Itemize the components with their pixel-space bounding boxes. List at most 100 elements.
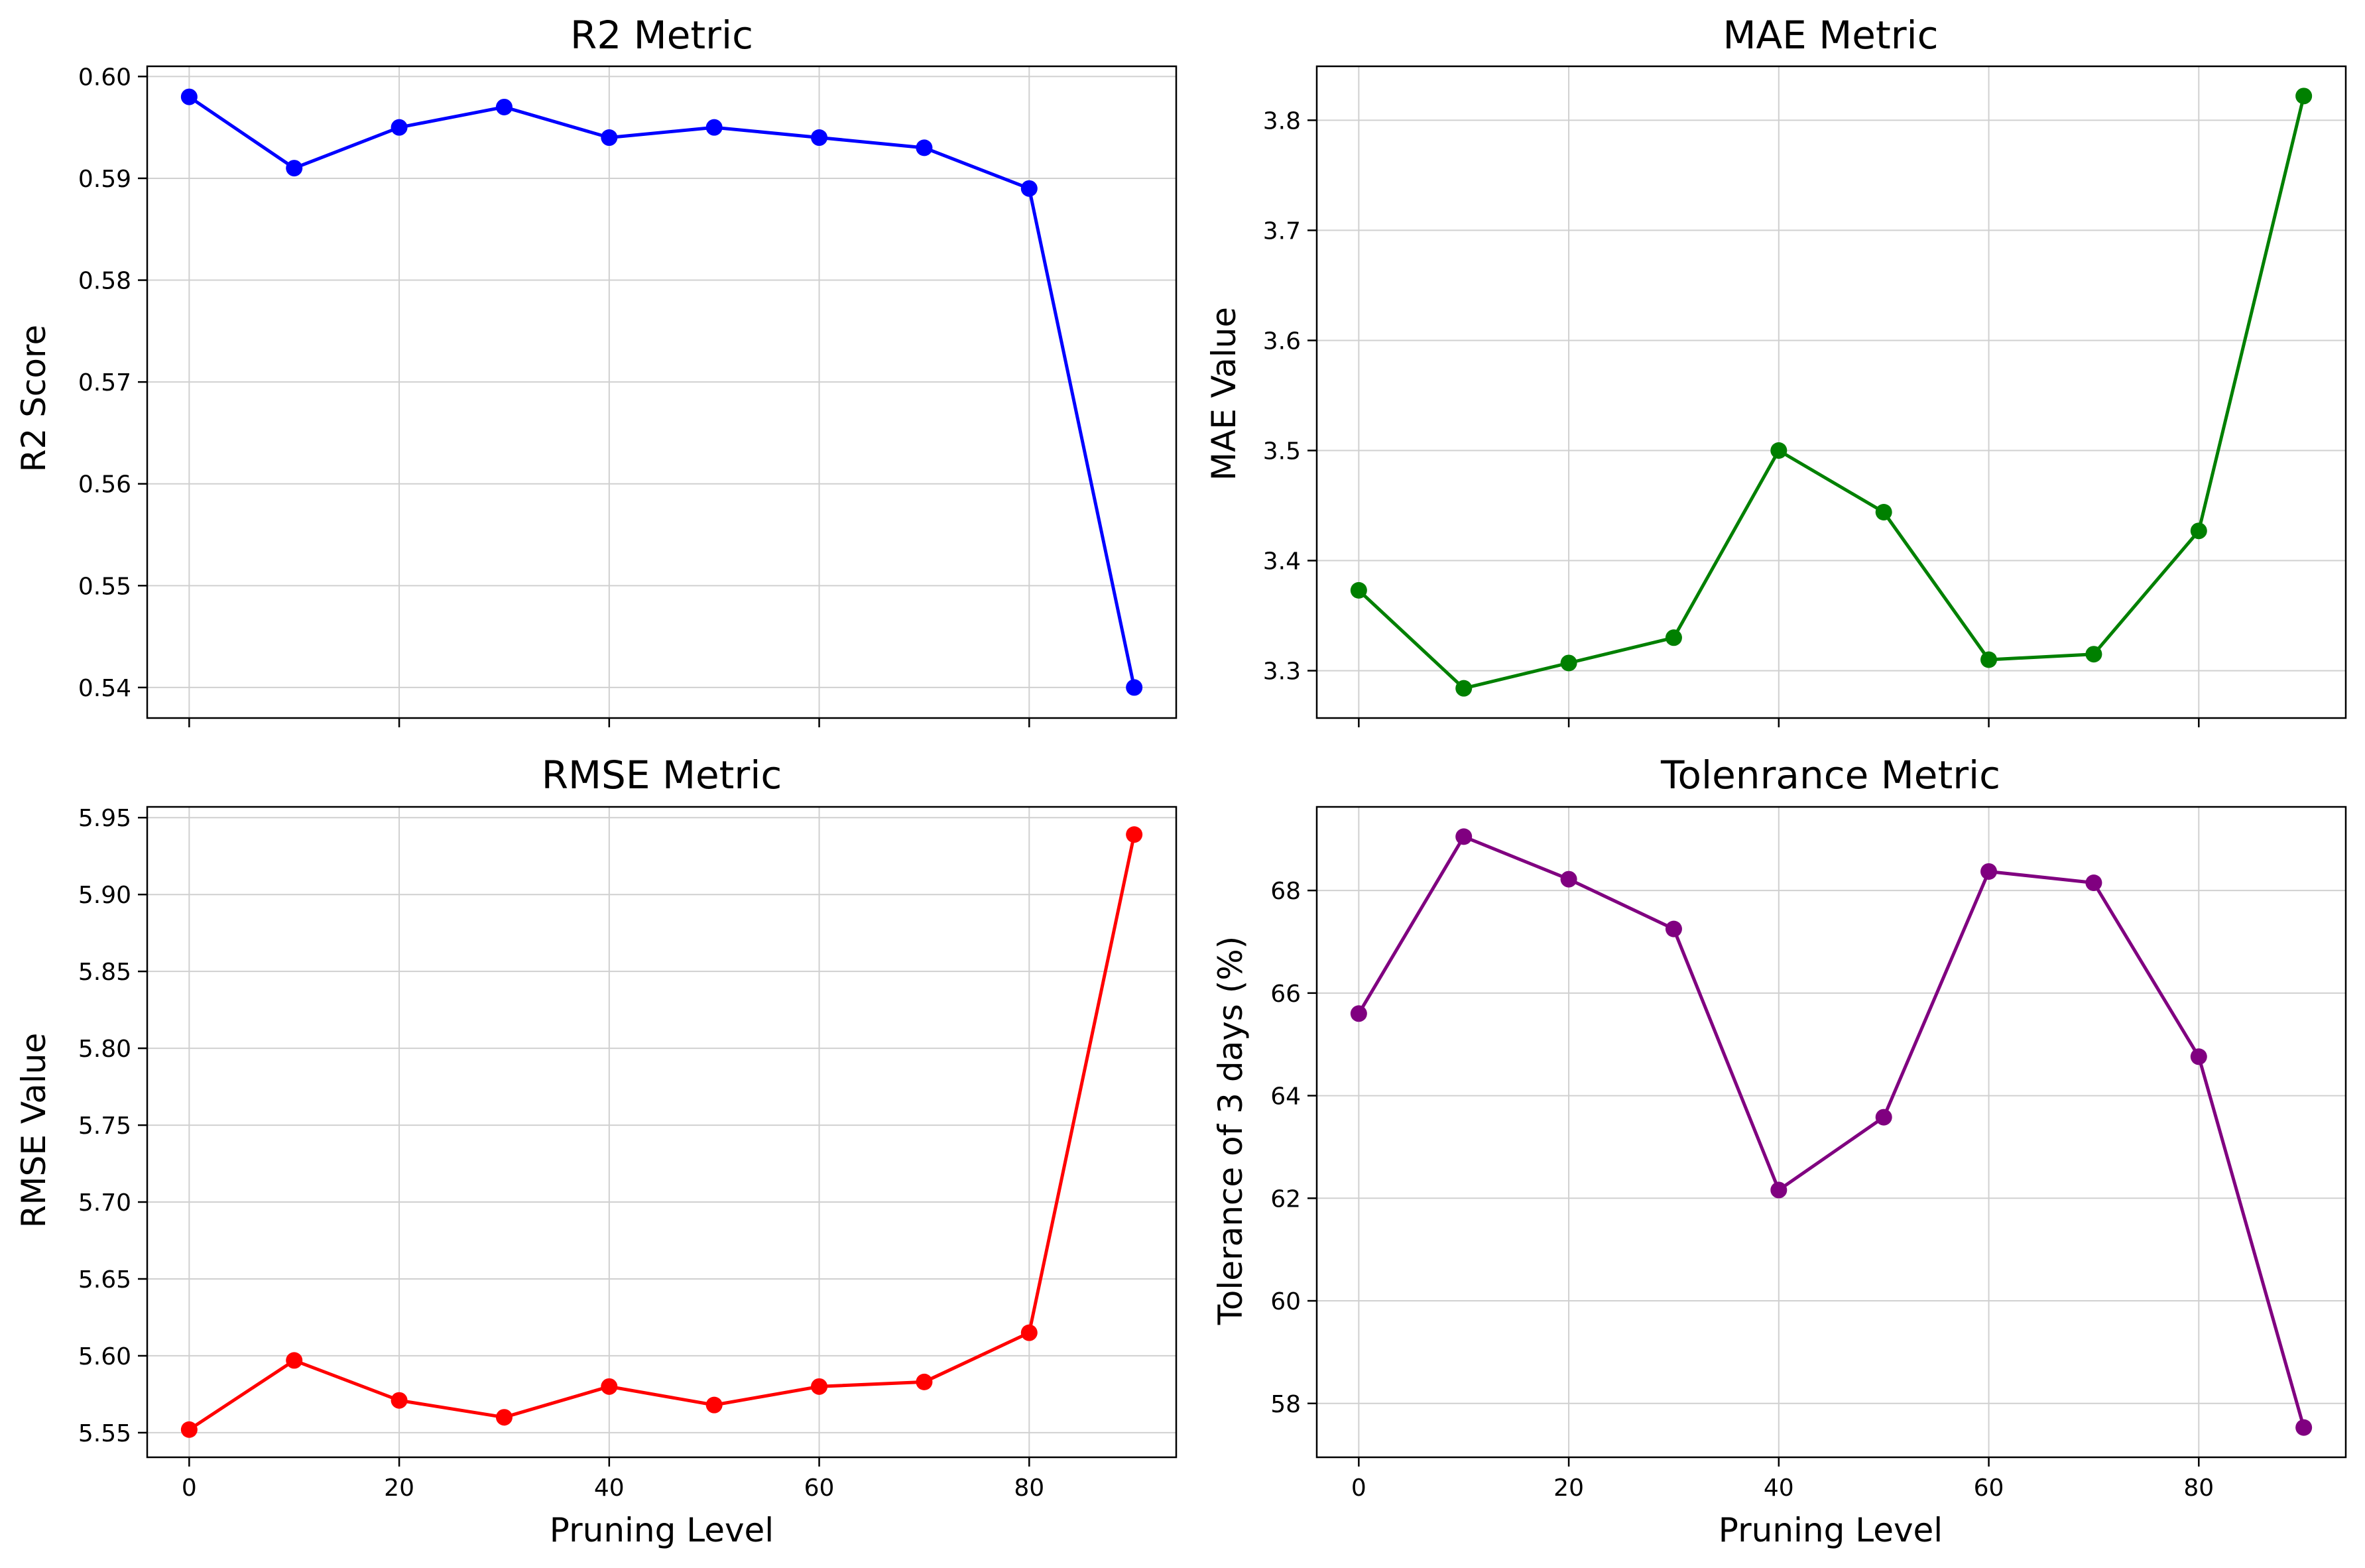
r2-ytick-label-6: 0.60 xyxy=(78,64,131,91)
mae-point-5 xyxy=(1875,503,1892,520)
mae-ytick-label-3: 3.6 xyxy=(1263,328,1301,355)
mae-point-3 xyxy=(1665,629,1682,646)
tolerance-axes-frame xyxy=(1315,806,2347,1459)
r2-title: R2 Metric xyxy=(570,13,753,58)
rmse-ytick-label-4: 5.75 xyxy=(78,1113,131,1140)
tolerance-xtick-label-0: 0 xyxy=(1351,1475,1366,1502)
rmse-point-1 xyxy=(286,1352,303,1369)
r2-point-4 xyxy=(601,129,618,147)
tolerance-ytick-label-2: 62 xyxy=(1270,1185,1301,1213)
mae-ytick-label-1: 3.4 xyxy=(1263,548,1301,575)
tolerance-point-6 xyxy=(1980,863,1998,880)
r2-point-8 xyxy=(1020,180,1038,197)
rmse-point-7 xyxy=(916,1373,933,1390)
r2-point-9 xyxy=(1126,679,1143,696)
tolerance-point-8 xyxy=(2190,1048,2207,1065)
rmse-xlabel: Pruning Level xyxy=(550,1511,774,1549)
tolerance-point-5 xyxy=(1875,1109,1892,1126)
mae-ytick-label-5: 3.8 xyxy=(1263,107,1301,135)
r2-series-line xyxy=(188,95,1136,688)
tolerance-ylabel: Tolerance of 3 days (%) xyxy=(1211,936,1250,1326)
tolerance-point-9 xyxy=(2295,1419,2313,1436)
mae-point-4 xyxy=(1770,442,1788,459)
mae-point-2 xyxy=(1560,654,1577,672)
r2-point-0 xyxy=(180,88,198,105)
r2-ylabel: R2 Score xyxy=(15,325,53,473)
r2-ytick-label-5: 0.59 xyxy=(78,166,131,193)
tolerance-xtick-label-4: 80 xyxy=(2183,1475,2214,1502)
rmse-point-0 xyxy=(180,1421,198,1438)
tolerance-xlabel: Pruning Level xyxy=(1719,1511,1943,1549)
r2-point-5 xyxy=(705,119,723,136)
rmse-xtick-label-1: 20 xyxy=(384,1475,414,1502)
rmse-ytick-label-6: 5.85 xyxy=(78,959,131,986)
mae-axes-frame xyxy=(1315,65,2347,719)
rmse-ytick-label-5: 5.80 xyxy=(78,1036,131,1063)
rmse-point-8 xyxy=(1020,1324,1038,1341)
rmse-ylabel: RMSE Value xyxy=(15,1033,53,1228)
r2-axes-frame xyxy=(146,65,1178,719)
rmse-axes-frame xyxy=(146,806,1178,1459)
rmse-panel: RMSE Metric RMSE Value Pruning Level 0 20… xyxy=(15,753,1178,1549)
rmse-series-line xyxy=(188,834,1136,1431)
tolerance-point-3 xyxy=(1665,920,1682,937)
mae-ytick-label-4: 3.7 xyxy=(1263,217,1301,245)
tolerance-point-0 xyxy=(1350,1005,1367,1022)
tolerance-xtick-label-2: 40 xyxy=(1764,1475,1794,1502)
tolerance-title: Tolenrance Metric xyxy=(1660,753,2000,798)
rmse-xtick-label-4: 80 xyxy=(1014,1475,1044,1502)
tolerance-xtick-label-1: 20 xyxy=(1553,1475,1584,1502)
tolerance-ytick-label-1: 60 xyxy=(1270,1288,1301,1315)
mae-panel: MAE Metric MAE Value 3.3 3.4 3.5 3.6 3.7 3.8 xyxy=(1205,13,2347,727)
r2-ytick-label-1: 0.55 xyxy=(78,573,131,600)
rmse-point-5 xyxy=(705,1396,723,1414)
mae-ylabel: MAE Value xyxy=(1205,307,1243,481)
tolerance-point-1 xyxy=(1455,828,1473,845)
rmse-point-9 xyxy=(1126,826,1143,843)
rmse-title: RMSE Metric xyxy=(542,753,782,798)
tolerance-ytick-label-5: 68 xyxy=(1270,878,1301,905)
mae-point-9 xyxy=(2295,88,2313,105)
mae-point-1 xyxy=(1455,680,1473,697)
tolerance-xtick-label-3: 60 xyxy=(1974,1475,2004,1502)
r2-ytick-label-3: 0.57 xyxy=(78,369,131,396)
mae-ytick-label-0: 3.3 xyxy=(1263,658,1301,686)
tolerance-series-line xyxy=(1357,835,2306,1428)
r2-point-2 xyxy=(391,119,408,136)
r2-point-1 xyxy=(286,160,303,177)
r2-panel: R2 Metric R2 Score 0.54 0.55 0.56 0.57 0.58 0… xyxy=(15,13,1178,727)
tolerance-ytick-label-4: 66 xyxy=(1270,981,1301,1008)
tolerance-point-2 xyxy=(1560,871,1577,888)
r2-point-3 xyxy=(495,98,513,115)
r2-ytick-label-0: 0.54 xyxy=(78,675,131,702)
mae-point-8 xyxy=(2190,522,2207,540)
tolerance-point-4 xyxy=(1770,1181,1788,1199)
r2-point-7 xyxy=(916,139,933,156)
tolerance-ytick-label-0: 58 xyxy=(1270,1391,1301,1418)
rmse-point-3 xyxy=(495,1409,513,1426)
rmse-ytick-label-2: 5.65 xyxy=(78,1266,131,1294)
r2-ytick-label-4: 0.58 xyxy=(78,268,131,295)
mae-title: MAE Metric xyxy=(1723,13,1938,58)
rmse-xtick-label-0: 0 xyxy=(182,1475,197,1502)
r2-ytick-label-2: 0.56 xyxy=(78,471,131,499)
mae-point-6 xyxy=(1980,651,1998,668)
mae-point-7 xyxy=(2085,646,2102,663)
r2-point-6 xyxy=(811,129,828,147)
rmse-xtick-label-2: 40 xyxy=(594,1475,625,1502)
rmse-ytick-label-1: 5.60 xyxy=(78,1343,131,1370)
rmse-ytick-label-8: 5.95 xyxy=(78,805,131,832)
rmse-xtick-label-3: 60 xyxy=(804,1475,835,1502)
rmse-point-4 xyxy=(601,1378,618,1395)
rmse-ytick-label-3: 5.70 xyxy=(78,1189,131,1217)
mae-series-line xyxy=(1357,95,2306,690)
rmse-point-6 xyxy=(811,1378,828,1395)
tolerance-point-7 xyxy=(2085,874,2102,892)
tolerance-panel: Tolenrance Metric Tolerance of 3 days (%… xyxy=(1211,753,2347,1549)
mae-point-0 xyxy=(1350,581,1367,599)
mae-ytick-label-2: 3.5 xyxy=(1263,438,1301,465)
tolerance-ytick-label-3: 64 xyxy=(1270,1083,1301,1111)
rmse-point-2 xyxy=(391,1392,408,1409)
rmse-ytick-label-7: 5.90 xyxy=(78,882,131,909)
